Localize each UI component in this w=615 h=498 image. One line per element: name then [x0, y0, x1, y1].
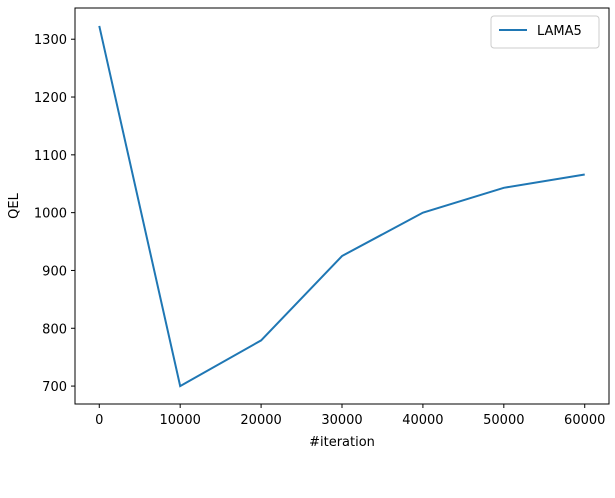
x-tick-label: 20000 — [240, 413, 281, 428]
y-tick-label: 700 — [42, 380, 67, 395]
y-tick-label: 900 — [42, 264, 67, 279]
y-tick-label: 1100 — [34, 149, 67, 164]
x-tick-label: 10000 — [160, 413, 201, 428]
y-tick-label: 1200 — [34, 91, 67, 106]
y-tick-label: 1000 — [34, 207, 67, 222]
y-tick-label: 800 — [42, 322, 67, 337]
line — [98, 25, 585, 388]
x-tick-label: 50000 — [483, 413, 524, 428]
plot-frame — [74, 7, 610, 405]
x-axis-label: #iteration — [309, 435, 375, 450]
y-tick-label: 1300 — [34, 33, 67, 48]
legend-label: LAMA5 — [537, 24, 582, 39]
x-tick-label: 30000 — [321, 413, 362, 428]
x-tick-label: 40000 — [402, 413, 443, 428]
x-tick-label: 0 — [95, 413, 103, 428]
y-axis-label: QEL — [7, 192, 22, 218]
x-tick-label: 60000 — [564, 413, 605, 428]
legend-box — [490, 15, 600, 49]
